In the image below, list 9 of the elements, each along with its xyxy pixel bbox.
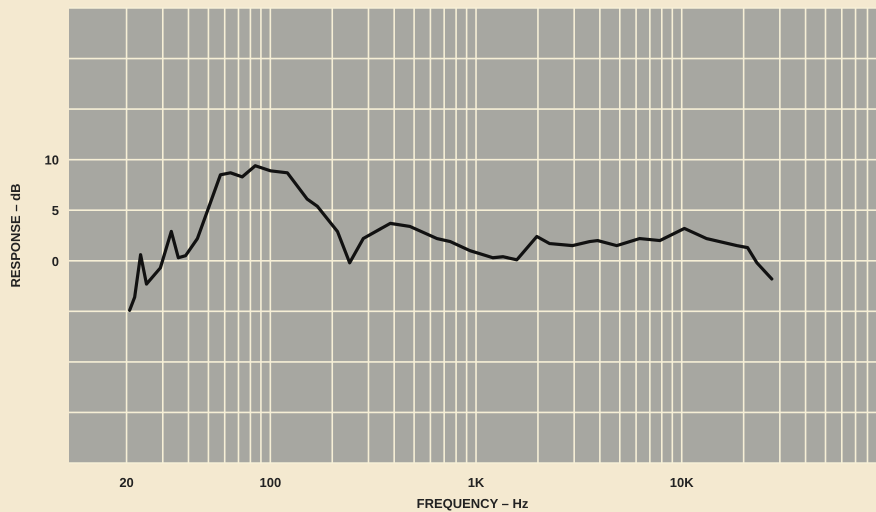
x-tick-label: 1K [468, 475, 485, 490]
x-axis-title: FREQUENCY – Hz [416, 496, 529, 511]
y-tick-label: 10 [44, 152, 59, 168]
x-tick-label: 10K [670, 475, 694, 490]
x-tick-label: 100 [259, 475, 282, 490]
y-tick-label: 5 [52, 203, 59, 218]
x-tick-label: 20 [119, 475, 134, 490]
y-axis-title: RESPONSE – dB [8, 183, 23, 288]
y-tick-label: 0 [52, 254, 59, 269]
